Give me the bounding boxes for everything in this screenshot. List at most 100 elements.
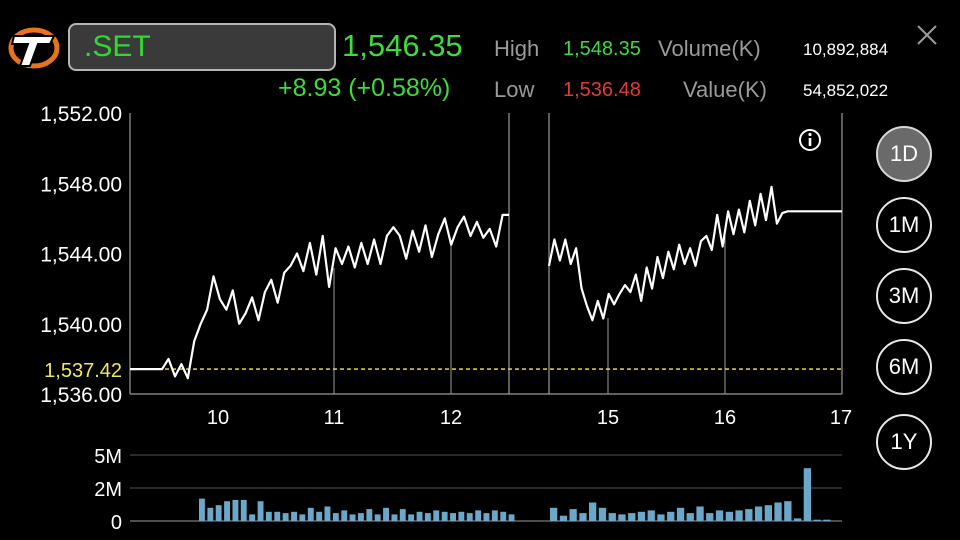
volume-bar: [466, 513, 473, 521]
range-button-1m[interactable]: 1M: [876, 197, 932, 253]
info-icon[interactable]: [799, 129, 821, 151]
volume-bar: [433, 510, 440, 521]
volume-tick-label: 5M: [94, 446, 122, 468]
volume-bar: [569, 509, 577, 521]
volume-bar: [686, 513, 694, 521]
volume-bar: [803, 468, 811, 521]
volume-bar: [291, 511, 297, 521]
x-tick-label: 11: [324, 407, 345, 429]
volume-tick-label: 2M: [94, 479, 122, 501]
volume-bar: [199, 498, 205, 521]
volume-bar: [391, 514, 398, 521]
volume-bar: [307, 507, 314, 521]
y-tick-label: 1,540.00: [40, 314, 122, 337]
volume-bar: [813, 519, 821, 521]
volume-value: 10,892,884: [803, 40, 889, 59]
volume-bar: [754, 506, 763, 521]
range-button-1y[interactable]: 1Y: [876, 414, 932, 470]
volume-bar: [696, 506, 704, 521]
volume-bar: [475, 510, 482, 521]
volume-bar: [215, 505, 222, 521]
volume-bar: [324, 506, 331, 521]
volume-bar: [774, 502, 782, 521]
volume-bar: [745, 509, 753, 521]
volume-bar: [508, 514, 515, 521]
range-button-6m[interactable]: 6M: [876, 339, 932, 395]
low-label: Low: [494, 77, 535, 102]
value-label: Value(K): [683, 77, 767, 102]
volume-bar: [358, 513, 364, 521]
volume-bar: [618, 514, 626, 521]
volume-bar: [316, 511, 323, 521]
volume-bar: [408, 514, 415, 521]
volume-bar: [725, 511, 733, 521]
volume-bar: [500, 511, 507, 521]
volume-bar: [676, 507, 685, 521]
volume-bar: [224, 501, 230, 521]
volume-bar: [416, 511, 423, 521]
range-button-3m[interactable]: 3M: [876, 268, 932, 324]
volume-bar: [579, 513, 587, 521]
volume-bar: [274, 511, 281, 521]
volume-bar: [399, 509, 406, 521]
x-tick-label: 17: [830, 407, 852, 429]
y-tick-label: 1,548.00: [40, 173, 122, 196]
symbol-input[interactable]: .SET: [68, 23, 336, 71]
volume-bar: [458, 511, 465, 521]
volume-bar: [794, 518, 802, 521]
reference-label: 1,537.42: [44, 360, 122, 382]
close-icon[interactable]: [914, 22, 940, 48]
volume-bar: [706, 513, 714, 521]
volume-bar: [589, 502, 597, 521]
volume-bar: [647, 510, 655, 521]
volume-bar: [332, 513, 339, 521]
y-tick-label: 1,536.00: [40, 384, 122, 407]
volume-bar: [598, 507, 607, 521]
x-tick-label: 15: [597, 407, 619, 429]
volume-tick-label: 0: [111, 512, 122, 534]
volume-bar: [366, 509, 373, 521]
volume-bar: [424, 513, 431, 521]
x-tick-label: 10: [207, 407, 229, 429]
low-value: 1,536.48: [563, 79, 641, 101]
volume-bar: [657, 514, 665, 521]
volume-bar: [282, 513, 289, 521]
volume-bar: [483, 513, 490, 521]
volume-bar: [374, 514, 381, 521]
volume-bar: [550, 507, 558, 521]
volume-bar: [823, 519, 831, 521]
high-value: 1,548.35: [563, 38, 641, 60]
x-tick-label: 12: [440, 407, 462, 429]
volume-bar: [257, 501, 264, 521]
volume-bar: [240, 499, 247, 521]
last-price: 1,546.35: [342, 28, 463, 63]
range-button-1d[interactable]: 1D: [876, 126, 932, 182]
volume-bar: [628, 513, 636, 521]
value-value: 54,852,022: [803, 81, 889, 100]
y-tick-label: 1,544.00: [40, 244, 122, 267]
volume-bar: [715, 510, 724, 521]
price-change: +8.93 (+0.58%): [278, 74, 451, 102]
volume-bar: [249, 514, 256, 521]
high-label: High: [494, 36, 540, 61]
y-tick-label: 1,552.00: [40, 103, 122, 126]
volume-bar: [299, 514, 306, 521]
volume-bar: [764, 505, 772, 521]
volume-bar: [383, 507, 389, 521]
volume-bar: [667, 511, 675, 521]
volume-bar: [735, 510, 743, 521]
volume-bar: [349, 514, 356, 521]
volume-bar: [207, 507, 214, 521]
volume-bar: [232, 499, 239, 521]
price-line-session1: [130, 213, 509, 380]
volume-bar: [637, 511, 646, 521]
volume-bar: [608, 513, 616, 521]
volume-bar: [559, 515, 568, 521]
volume-bar: [341, 510, 348, 521]
volume-label: Volume(K): [658, 36, 761, 61]
x-tick-label: 16: [714, 407, 736, 429]
volume-bar: [441, 511, 448, 521]
volume-bar: [784, 501, 792, 521]
volume-bar: [491, 510, 498, 521]
